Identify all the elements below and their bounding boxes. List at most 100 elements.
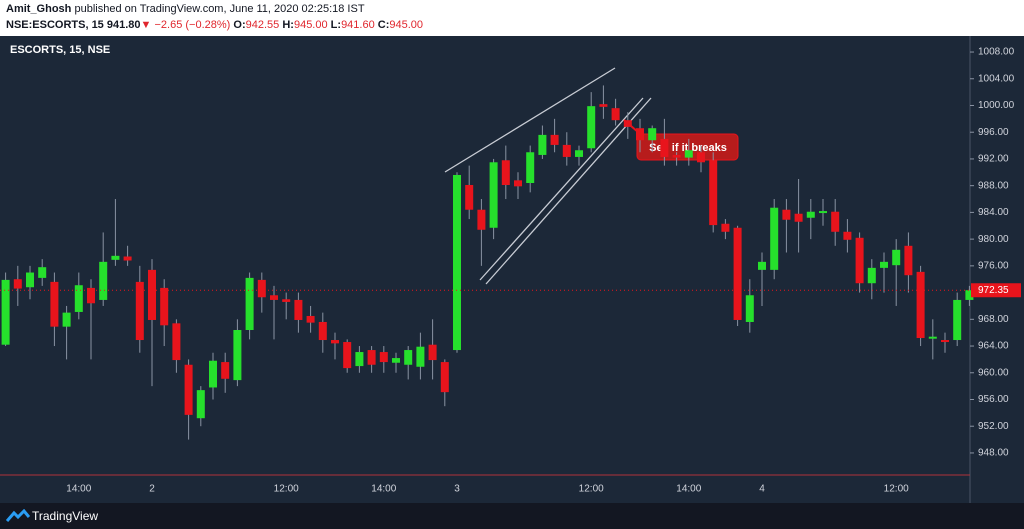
candle-body <box>257 279 266 298</box>
candle-body <box>575 150 583 157</box>
h-label: H: <box>282 19 294 31</box>
candle-body <box>123 256 132 261</box>
candle-body <box>306 315 315 323</box>
l-label: L: <box>330 19 342 31</box>
candle-body <box>745 295 754 322</box>
y-tick-label: 964.00 <box>978 341 1009 352</box>
candle-body <box>367 350 376 365</box>
x-tick-label: 2 <box>149 484 155 495</box>
candle-body <box>392 358 400 363</box>
candle-body <box>758 261 766 270</box>
candle-body <box>99 261 108 300</box>
candle-body <box>148 269 156 320</box>
candle-body <box>404 350 413 365</box>
candle-body <box>355 352 364 367</box>
x-tick-label: 12:00 <box>884 484 909 495</box>
y-tick-label: 956.00 <box>978 394 1009 405</box>
candle-body <box>843 231 852 240</box>
callout-text: Sell if it breaks <box>649 142 727 154</box>
x-tick-label: 4 <box>759 484 765 495</box>
candle-body <box>892 249 901 266</box>
candle-body <box>562 144 571 157</box>
candle-body <box>270 295 278 300</box>
y-tick-label: 1000.00 <box>978 100 1015 111</box>
candle-body <box>160 287 169 326</box>
y-tick-label: 952.00 <box>978 421 1009 432</box>
candle-body <box>526 152 535 183</box>
close: 945.00 <box>389 19 424 31</box>
header: Amit_Ghosh published on TradingView.com,… <box>0 0 1024 36</box>
published: published on TradingView.com, June 11, 2… <box>74 3 365 15</box>
candle-body <box>13 279 22 289</box>
last-price-box <box>971 283 1021 298</box>
candle-body <box>331 340 339 344</box>
y-tick-label: 992.00 <box>978 154 1009 165</box>
candle-body <box>904 245 913 276</box>
candle-body <box>343 342 352 369</box>
brand: TradingView <box>32 509 99 523</box>
candle-body <box>660 138 669 157</box>
candle-body <box>697 152 705 163</box>
trendline <box>479 97 644 281</box>
chart: ESCORTS, 15, NSE Sell if it breaks 948.0… <box>0 36 1024 503</box>
candle-body <box>806 211 815 218</box>
candle-body <box>916 271 925 339</box>
candle-body <box>550 134 559 145</box>
candle-body <box>221 362 230 379</box>
chart-title: ESCORTS, 15, NSE <box>10 44 110 56</box>
candle-body <box>465 185 474 210</box>
footer: TradingView <box>0 503 1024 529</box>
last-price-label: 972.35 <box>978 285 1009 296</box>
candle-body <box>74 285 83 312</box>
y-tick-label: 988.00 <box>978 180 1009 191</box>
open: 942.55 <box>245 19 280 31</box>
candle-body <box>611 108 620 121</box>
x-tick-label: 3 <box>454 484 460 495</box>
candle-body <box>819 211 827 214</box>
candle-body <box>428 344 437 361</box>
candle-body <box>953 299 962 341</box>
candle-body <box>379 352 388 363</box>
y-tick-label: 948.00 <box>978 448 1009 459</box>
low: 941.60 <box>341 19 375 31</box>
candle-body <box>867 267 876 284</box>
candle-body <box>770 207 779 270</box>
candle-body <box>965 290 974 300</box>
byline: Amit_Ghosh published on TradingView.com,… <box>6 3 365 15</box>
y-tick-label: 980.00 <box>978 234 1009 245</box>
y-tick-label: 984.00 <box>978 207 1009 218</box>
price: 941.80 <box>106 19 141 31</box>
candle-body <box>721 223 730 232</box>
candle-body <box>38 267 47 278</box>
candle-body <box>587 106 596 149</box>
down-arrow: ▼ <box>140 19 152 31</box>
candle-body <box>672 154 681 158</box>
candle-body <box>87 287 95 304</box>
candle-body <box>599 104 608 107</box>
y-tick-label: 1004.00 <box>978 73 1015 84</box>
y-tick-label: 968.00 <box>978 314 1009 325</box>
candle-body <box>855 237 864 284</box>
candle-body <box>233 330 242 381</box>
candle-body <box>111 255 120 260</box>
x-tick-label: 14:00 <box>676 484 701 495</box>
candle-body <box>1 279 10 345</box>
x-tick-label: 12:00 <box>579 484 604 495</box>
y-tick-label: 1008.00 <box>978 47 1015 58</box>
o-label: O: <box>233 19 246 31</box>
x-tick-label: 14:00 <box>66 484 91 495</box>
candle-body <box>501 160 510 185</box>
candle-body <box>709 160 718 226</box>
candle-body <box>941 340 949 343</box>
author: Amit_Ghosh <box>6 3 72 15</box>
candle-body <box>514 180 522 187</box>
y-tick-label: 976.00 <box>978 260 1009 271</box>
candle-body <box>928 336 937 339</box>
y-tick-label: 960.00 <box>978 367 1009 378</box>
high: 945.00 <box>293 19 328 31</box>
candle-body <box>538 134 547 155</box>
candle-body <box>782 209 791 220</box>
x-tick-label: 14:00 <box>371 484 396 495</box>
candle-body <box>135 281 144 341</box>
